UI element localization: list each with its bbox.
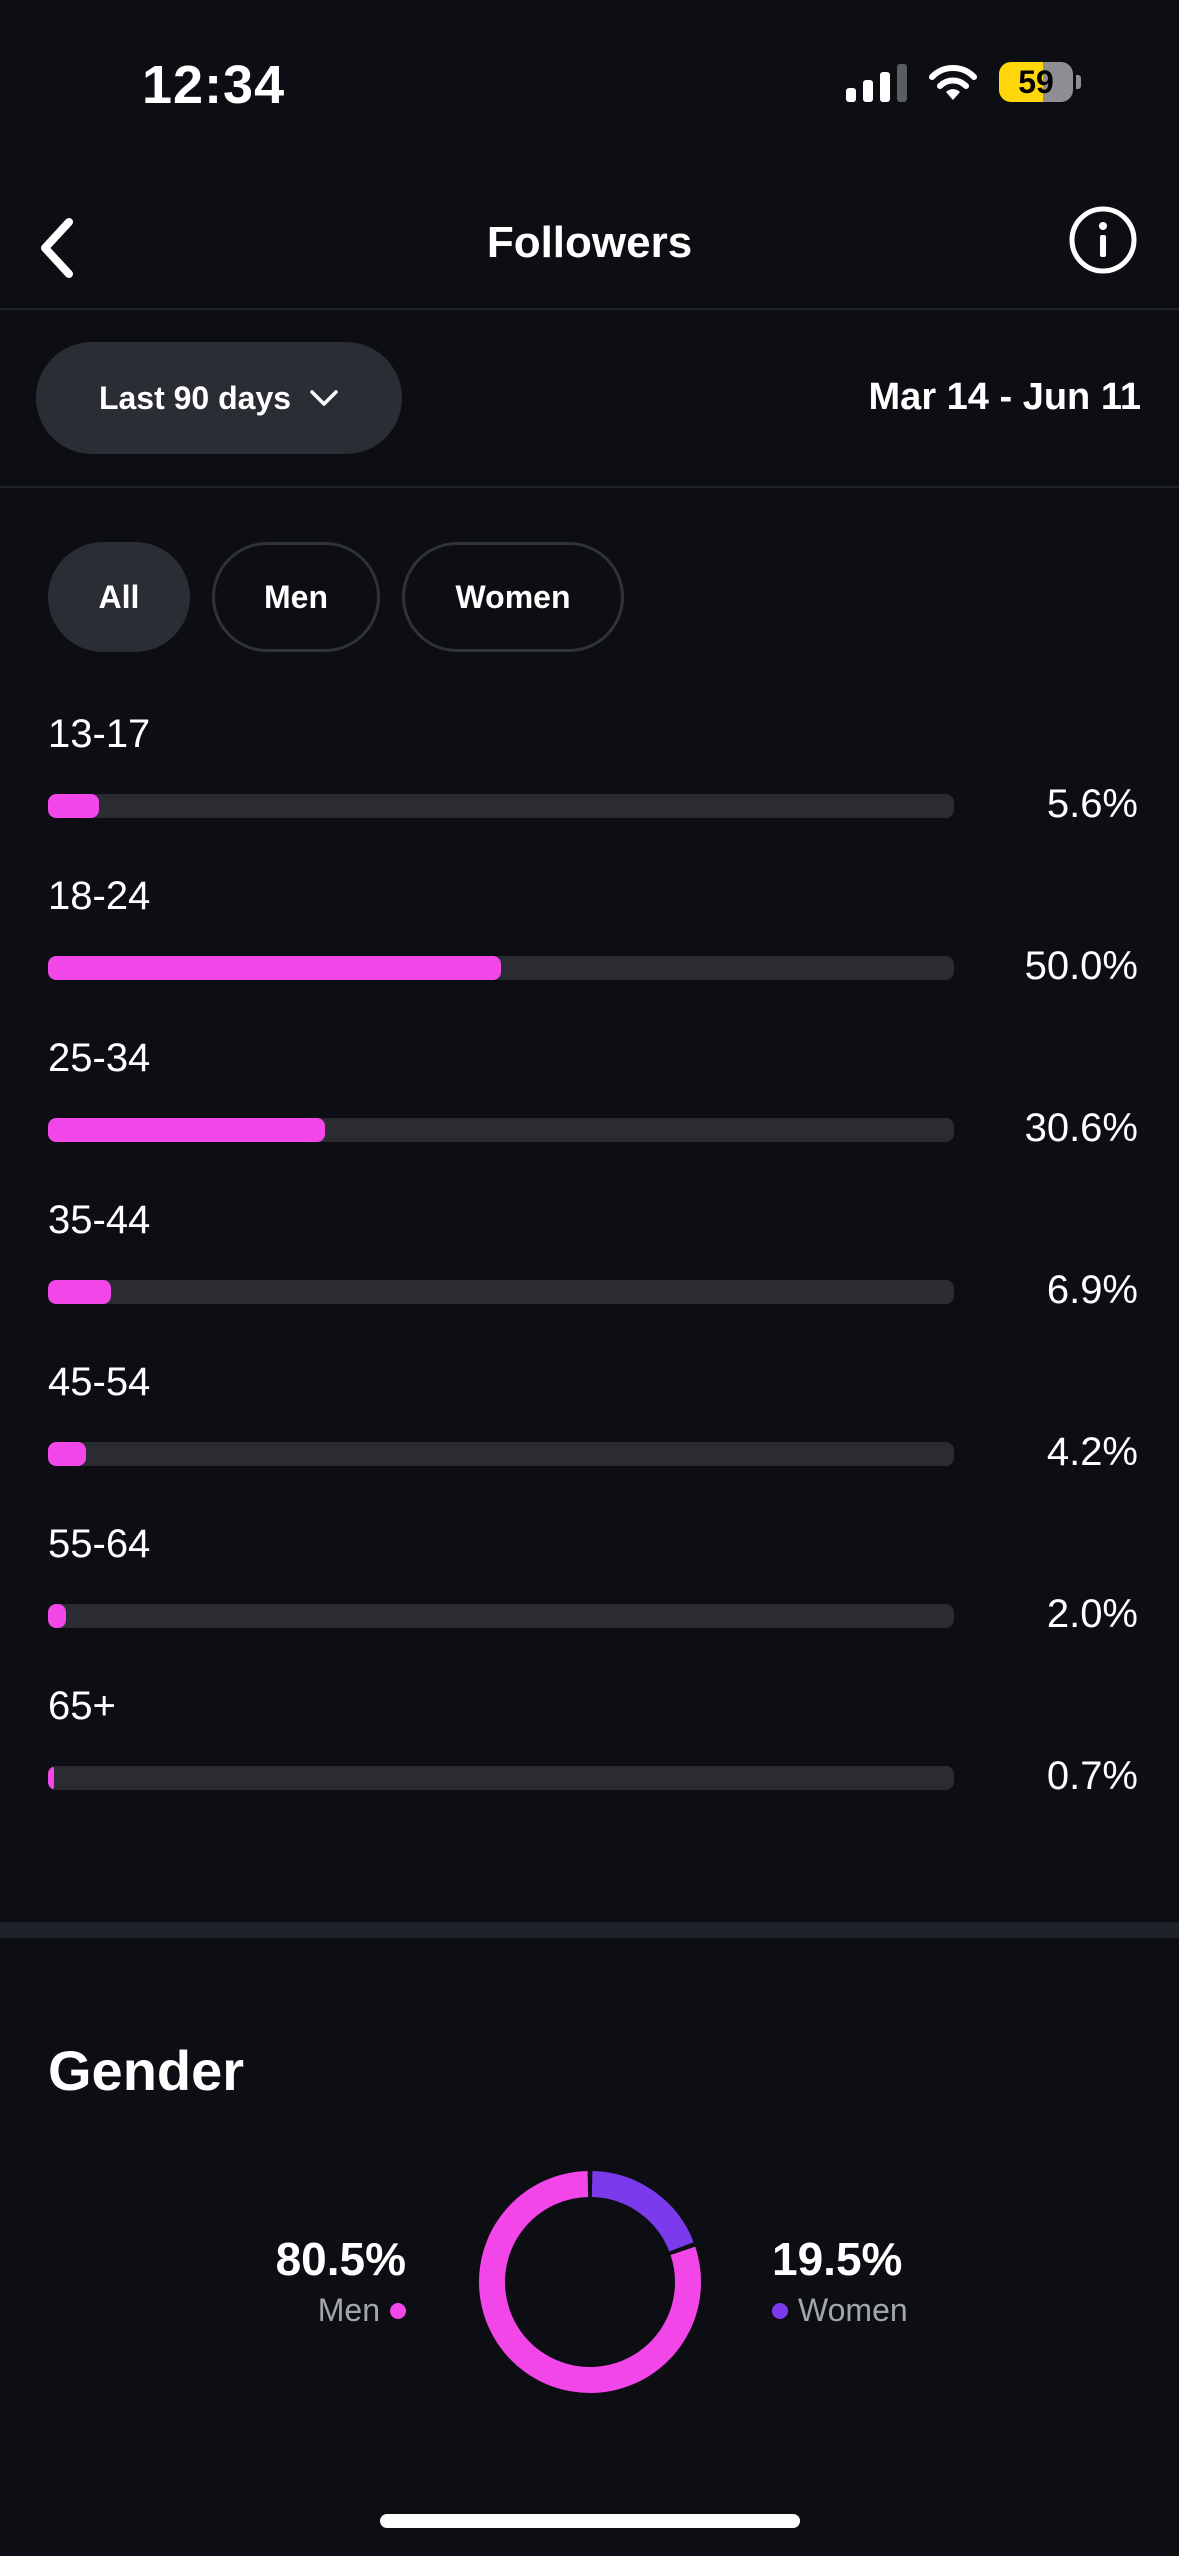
age-bar bbox=[48, 956, 501, 980]
age-row: 25-34 30.6% bbox=[48, 1036, 1138, 1198]
chip-women[interactable]: Women bbox=[402, 542, 624, 652]
age-distribution-chart: 13-17 5.6% 18-24 50.0% 25-34 30.6% 35-44 6.9% 45… bbox=[48, 712, 1138, 1846]
age-label: 45-54 bbox=[48, 1360, 151, 1404]
donut-slice-men bbox=[479, 2171, 701, 2393]
gender-women-percent: 19.5% bbox=[772, 2233, 903, 2285]
age-value: 6.9% bbox=[1046, 1268, 1138, 1312]
nav-bar: Followers bbox=[0, 190, 1179, 310]
gender-women-label: Women bbox=[798, 2292, 908, 2328]
age-bar-track bbox=[48, 1766, 954, 1790]
men-legend-dot bbox=[390, 2302, 406, 2319]
wifi-icon bbox=[929, 65, 977, 100]
chevron-left-icon bbox=[41, 218, 73, 278]
info-button[interactable] bbox=[1067, 204, 1139, 276]
chip-all[interactable]: All bbox=[48, 542, 190, 652]
gender-filter-chips: All Men Women bbox=[48, 542, 624, 652]
age-row: 35-44 6.9% bbox=[48, 1198, 1138, 1360]
date-range-dropdown[interactable]: Last 90 days bbox=[36, 342, 402, 454]
age-bar bbox=[48, 794, 99, 818]
donut-slice-women bbox=[591, 2171, 694, 2252]
battery-level: 59 bbox=[1018, 63, 1054, 100]
age-label: 55-64 bbox=[48, 1522, 151, 1566]
gender-men-stat: 80.5% Men bbox=[200, 2232, 406, 2329]
age-bar bbox=[48, 1766, 55, 1790]
gender-title: Gender bbox=[48, 2039, 245, 2102]
gender-women-stat: 19.5% Women bbox=[772, 2232, 1032, 2329]
age-value: 5.6% bbox=[1046, 782, 1138, 826]
date-range-dropdown-label: Last 90 days bbox=[98, 379, 292, 416]
age-bar-track bbox=[48, 794, 954, 818]
back-button[interactable] bbox=[22, 208, 92, 288]
status-icons: 59 bbox=[846, 62, 1081, 102]
gender-men-label: Men bbox=[317, 2292, 380, 2328]
age-row: 45-54 4.2% bbox=[48, 1360, 1138, 1522]
section-divider bbox=[0, 1922, 1179, 1938]
age-label: 35-44 bbox=[48, 1198, 151, 1242]
date-filter-row: Last 90 days Mar 14 - Jun 11 bbox=[0, 310, 1179, 488]
info-icon bbox=[1069, 206, 1137, 274]
age-label: 13-17 bbox=[48, 712, 151, 756]
age-row: 65+ 0.7% bbox=[48, 1684, 1138, 1846]
age-bar-track bbox=[48, 1280, 954, 1304]
age-bar-track bbox=[48, 1604, 954, 1628]
age-bar bbox=[48, 1604, 67, 1628]
gender-donut-chart bbox=[479, 2171, 701, 2393]
age-bar-track bbox=[48, 956, 954, 980]
chip-men[interactable]: Men bbox=[212, 542, 380, 652]
age-value: 2.0% bbox=[1046, 1592, 1138, 1636]
page-title: Followers bbox=[486, 218, 693, 267]
battery-icon: 59 bbox=[999, 62, 1081, 102]
age-label: 65+ bbox=[48, 1684, 116, 1728]
age-bar bbox=[48, 1442, 87, 1466]
age-label: 25-34 bbox=[48, 1036, 151, 1080]
age-bar bbox=[48, 1118, 326, 1142]
age-value: 0.7% bbox=[1046, 1754, 1138, 1798]
age-value: 4.2% bbox=[1046, 1430, 1138, 1474]
women-legend-dot bbox=[772, 2302, 788, 2319]
age-row: 13-17 5.6% bbox=[48, 712, 1138, 874]
age-value: 50.0% bbox=[1024, 944, 1138, 988]
age-value: 30.6% bbox=[1024, 1106, 1138, 1150]
age-label: 18-24 bbox=[48, 874, 151, 918]
chevron-down-icon bbox=[310, 390, 338, 406]
signal-icon bbox=[846, 62, 907, 102]
home-indicator[interactable] bbox=[380, 2514, 800, 2528]
age-bar-track bbox=[48, 1118, 954, 1142]
age-row: 55-64 2.0% bbox=[48, 1522, 1138, 1684]
age-row: 18-24 50.0% bbox=[48, 874, 1138, 1036]
age-bar bbox=[48, 1280, 111, 1304]
age-bar-track bbox=[48, 1442, 954, 1466]
status-time: 12:34 bbox=[142, 55, 286, 115]
gender-men-percent: 80.5% bbox=[275, 2233, 406, 2285]
date-range-text: Mar 14 - Jun 11 bbox=[868, 376, 1141, 418]
